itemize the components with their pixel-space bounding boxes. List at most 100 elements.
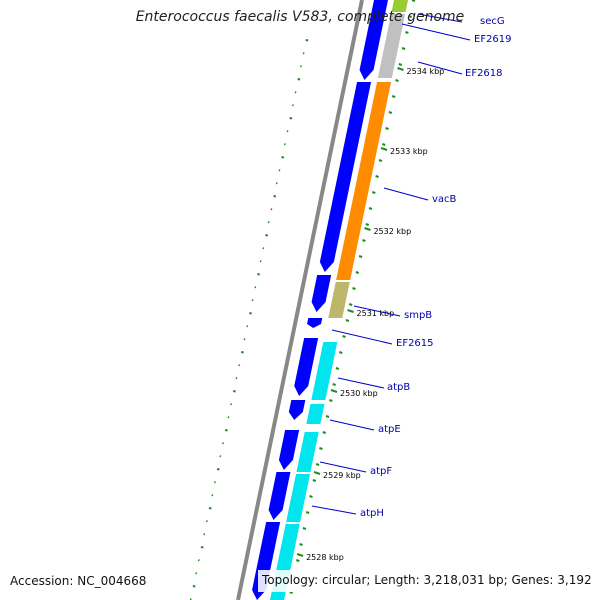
gene-label-line	[311, 505, 357, 515]
cds-feature	[359, 0, 388, 80]
minor-tick	[388, 111, 393, 114]
cog-feature	[336, 82, 392, 280]
minor-tick	[365, 223, 370, 226]
minor-tick	[372, 191, 376, 194]
gc-dash	[249, 312, 252, 315]
gene-label-line	[383, 187, 429, 201]
minor-tick	[312, 479, 317, 482]
gene-label-atpb[interactable]: atpB	[387, 382, 410, 393]
tick-mark	[330, 389, 338, 393]
minor-tick	[385, 127, 389, 130]
gc-dash	[265, 234, 269, 237]
gc-dash	[251, 299, 254, 302]
gene-label-atpf[interactable]: atpF	[370, 466, 392, 477]
minor-tick	[381, 143, 386, 146]
gc-dash	[241, 351, 244, 354]
gc-dash	[189, 598, 192, 600]
gene-label-secg[interactable]: secG	[480, 16, 505, 27]
minor-tick	[345, 319, 350, 322]
gc-dash	[291, 104, 294, 107]
tick-mark	[364, 227, 371, 231]
gc-dash	[197, 559, 200, 562]
cds-feature	[311, 275, 332, 312]
gene-label-line	[417, 13, 463, 23]
gene-label-ef2615[interactable]: EF2615	[396, 338, 434, 349]
gc-dash	[203, 533, 206, 536]
minor-tick	[315, 463, 320, 466]
cds-feature	[288, 400, 306, 420]
minor-tick	[391, 95, 396, 98]
gc-dash	[243, 338, 246, 341]
gene-label-line	[417, 61, 463, 75]
minor-tick	[319, 447, 323, 450]
minor-tick	[302, 527, 307, 530]
gc-dash	[299, 65, 302, 68]
gc-dash	[211, 494, 214, 497]
tick-mark	[313, 471, 321, 475]
tick-mark	[380, 147, 388, 151]
minor-tick	[305, 511, 310, 514]
cds-feature	[268, 472, 291, 520]
gc-dash	[238, 364, 241, 367]
minor-tick	[398, 63, 403, 66]
tick-label: 2532 kbp	[373, 227, 411, 236]
cog-feature	[286, 474, 311, 522]
cog-feature	[391, 0, 408, 12]
gene-label-ef2618[interactable]: EF2618	[465, 68, 503, 79]
gc-dash	[227, 416, 230, 419]
gc-dash	[208, 507, 212, 510]
cog-track	[270, 0, 408, 600]
tick-label: 2534 kbp	[407, 67, 445, 76]
gc-dash	[246, 325, 249, 328]
gene-label-smpb[interactable]: smpB	[404, 310, 432, 321]
cog-feature	[328, 282, 350, 318]
gc-dash	[216, 468, 220, 471]
tick-label: 2529 kbp	[323, 471, 361, 480]
tick-label: 2528 kbp	[306, 553, 344, 562]
gc-dash	[283, 143, 286, 146]
cds-feature	[319, 82, 372, 272]
minor-tick	[299, 543, 303, 546]
minor-tick	[338, 351, 343, 354]
gene-label-ef2619[interactable]: EF2619	[474, 34, 512, 45]
minor-tick	[335, 367, 340, 370]
tick-label: 2531 kbp	[357, 309, 395, 318]
gc-dash	[294, 91, 297, 94]
gc-dash	[192, 585, 196, 588]
gc-dash	[205, 520, 208, 523]
cog-feature	[306, 404, 325, 424]
gc-dash	[278, 169, 281, 172]
backbone-line	[236, 0, 364, 600]
gene-label-atpe[interactable]: atpE	[378, 424, 401, 435]
minor-tick	[325, 415, 330, 418]
gc-dash	[259, 260, 262, 263]
gene-label-line	[401, 23, 471, 41]
gene-label-atph[interactable]: atpH	[360, 508, 384, 519]
minor-tick	[362, 239, 366, 242]
gc-dash	[222, 442, 225, 445]
tick-label: 2530 kbp	[340, 389, 378, 398]
tick-mark	[397, 67, 404, 71]
minor-tick	[342, 335, 346, 338]
minor-tick	[358, 255, 363, 258]
gc-dash	[305, 39, 309, 42]
minor-tick	[332, 383, 336, 386]
minor-tick	[405, 31, 409, 34]
map-title: Enterococcus faecalis V583, complete gen…	[135, 9, 465, 25]
cog-feature	[311, 342, 338, 400]
gc-dash	[200, 546, 204, 549]
gc-dash	[257, 273, 260, 276]
gene-label-line	[353, 305, 401, 317]
tick-label: 2533 kbp	[390, 147, 428, 156]
accession-text: Accession: NC_004668	[10, 574, 147, 588]
minor-tick	[395, 79, 399, 82]
gc-dash	[219, 455, 222, 458]
tick-marks: 2534 kbp 2533 kbp 2532 kbp 2531 kbp 2530 kbp…	[289, 0, 445, 594]
gene-label-vacb[interactable]: vacB	[432, 194, 457, 205]
minor-tick	[401, 47, 406, 50]
cds-feature	[278, 430, 300, 470]
gc-dash	[232, 390, 236, 393]
minor-tick	[322, 431, 327, 434]
